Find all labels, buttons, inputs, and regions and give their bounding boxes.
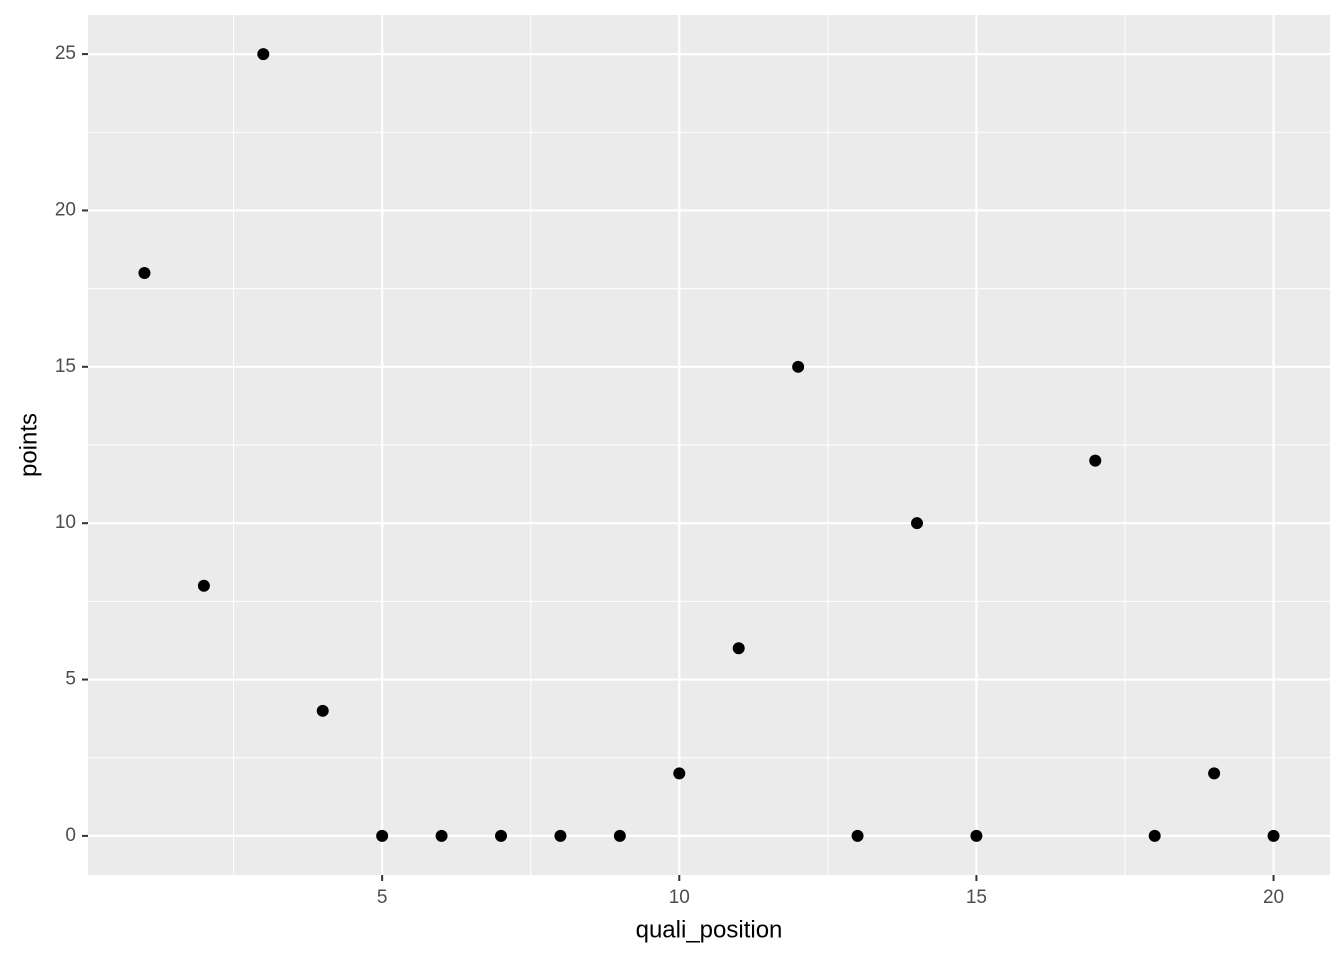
y-tick-label: 20 — [55, 199, 76, 220]
x-axis-title: quali_position — [636, 916, 783, 943]
y-tick-label: 0 — [65, 825, 76, 846]
point — [1148, 829, 1161, 842]
point — [851, 829, 864, 842]
point — [792, 360, 805, 373]
point — [1267, 829, 1280, 842]
point — [495, 829, 508, 842]
y-axis-title: points — [15, 413, 42, 477]
point — [257, 48, 270, 61]
x-tick-label: 20 — [1263, 887, 1284, 908]
point — [435, 829, 448, 842]
point — [138, 267, 151, 279]
x-tick-label: 15 — [966, 887, 987, 908]
point — [1089, 454, 1102, 467]
point — [197, 579, 210, 592]
point — [376, 829, 389, 842]
point — [970, 829, 983, 842]
y-tick-label: 10 — [55, 512, 76, 533]
point — [732, 642, 745, 655]
x-tick-label: 5 — [377, 887, 388, 908]
point — [1208, 767, 1221, 780]
point — [613, 829, 626, 842]
y-tick-label: 15 — [55, 356, 76, 377]
point — [316, 704, 329, 717]
x-tick-label: 10 — [669, 887, 690, 908]
y-tick-label: 5 — [65, 669, 76, 690]
point — [673, 767, 686, 780]
y-tick-label: 25 — [55, 43, 76, 64]
point — [554, 829, 567, 842]
point — [910, 517, 923, 530]
